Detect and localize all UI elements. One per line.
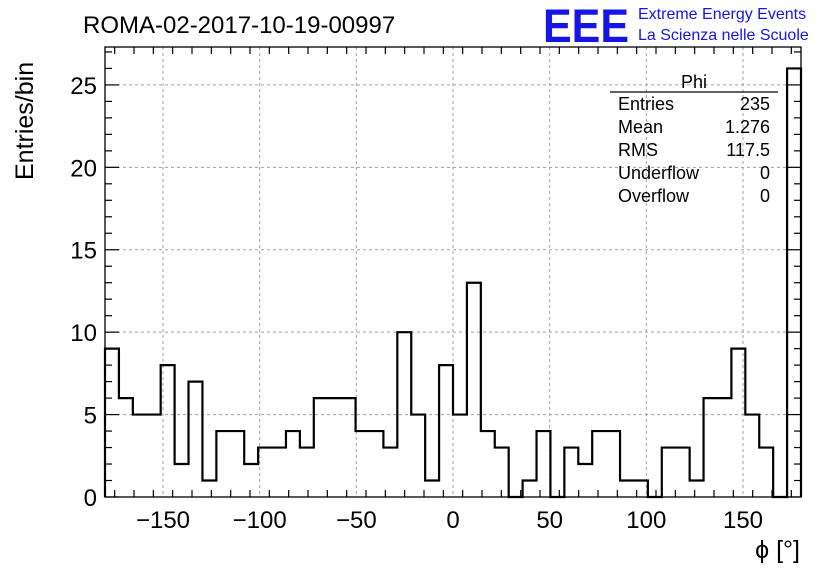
histogram-bin-46 [745, 415, 759, 497]
y-axis-label: Entries/bin [11, 62, 39, 180]
stats-label-overflow: Overflow [618, 186, 690, 206]
eee-logo-mark: EEE [543, 0, 629, 52]
axis-ticks [105, 47, 801, 498]
x-tick-label-4: 50 [536, 507, 563, 534]
histogram-bin-3 [147, 415, 161, 497]
logo-line-2: La Scienza nelle Scuole [638, 27, 809, 44]
y-tick-label-3: 15 [70, 238, 97, 265]
grid-lines [105, 47, 801, 497]
histogram-bin-19 [369, 431, 383, 497]
plot-frame [104, 46, 802, 498]
histogram-bin-18 [356, 431, 370, 497]
histogram-bin-28 [495, 448, 509, 497]
y-tick-label-5: 25 [70, 73, 97, 100]
stats-label-mean: Mean [618, 117, 663, 137]
y-tick-label-1: 5 [84, 403, 97, 430]
histogram-bin-37 [620, 481, 634, 497]
histogram-bin-11 [258, 448, 272, 497]
x-axis-label: ϕ [°] [755, 536, 800, 564]
stats-label-rms: RMS [618, 140, 658, 160]
histogram-bin-20 [383, 448, 397, 497]
histogram-bin-10 [244, 464, 258, 497]
histogram-bin-16 [328, 398, 342, 497]
histogram-bin-6 [189, 382, 203, 497]
x-tick-label-6: 150 [723, 507, 763, 534]
histogram-bin-2 [133, 415, 147, 497]
histogram-bin-41 [676, 448, 690, 497]
histogram-bin-26 [467, 283, 481, 497]
stats-label-entries: Entries [618, 94, 674, 114]
histogram-bin-0 [105, 349, 119, 497]
x-tick-label-3: 0 [446, 507, 459, 534]
histogram-bin-36 [606, 431, 620, 497]
histogram-bin-40 [662, 448, 676, 497]
x-tick-label-0: −150 [136, 507, 190, 534]
histogram-bin-34 [578, 464, 592, 497]
histogram-outline [103, 67, 803, 499]
histogram-bin-5 [175, 464, 189, 497]
stats-value-rms: 117.5 [726, 140, 770, 160]
stats-title: Phi [681, 72, 707, 92]
y-tick-label-0: 0 [84, 485, 97, 512]
histogram-bin-8 [216, 431, 230, 497]
x-tick-label-1: −100 [233, 507, 287, 534]
y-tick-label-2: 10 [70, 320, 97, 347]
histogram-bin-42 [690, 481, 704, 497]
tick-labels: −150 −100 −50 0 50 100 150 0 5 10 15 20 25 [70, 73, 763, 534]
histogram-bin-44 [717, 398, 731, 497]
y-tick-label-4: 20 [70, 155, 97, 182]
run-title: ROMA-02-2017-10-19-00997 [83, 12, 395, 39]
histogram-bin-13 [286, 431, 300, 497]
histogram-bin-22 [411, 415, 425, 497]
histogram-bin-9 [230, 431, 244, 497]
eee-logo: EEE Extreme Energy Events La Scienza nel… [543, 0, 809, 52]
histogram-bin-1 [119, 398, 133, 497]
stats-value-overflow: 0 [760, 186, 770, 206]
histogram-bin-17 [342, 398, 356, 497]
stats-box: Phi Entries 235 Mean 1.276 RMS 117.5 Und… [610, 72, 778, 206]
stats-value-mean: 1.276 [725, 117, 770, 137]
histogram-bin-14 [300, 448, 314, 497]
logo-line-1: Extreme Energy Events [638, 6, 806, 23]
histogram-bin-27 [481, 431, 495, 497]
histogram-bin-43 [704, 398, 718, 497]
histogram-bin-24 [439, 365, 453, 497]
stats-value-entries: 235 [740, 94, 770, 114]
histogram-bin-15 [314, 398, 328, 497]
histogram-bin-33 [564, 448, 578, 497]
histogram-bin-7 [202, 481, 216, 497]
histogram-bin-12 [272, 448, 286, 497]
histogram-bin-25 [453, 415, 467, 497]
x-tick-label-2: −50 [336, 507, 377, 534]
histogram-bin-47 [759, 448, 773, 497]
histogram-bin-30 [523, 481, 537, 497]
histogram-bin-35 [592, 431, 606, 497]
histogram-bin-31 [537, 431, 551, 497]
stats-label-underflow: Underflow [618, 163, 700, 183]
stats-value-underflow: 0 [760, 163, 770, 183]
x-tick-label-5: 100 [626, 507, 666, 534]
histogram-bin-23 [425, 481, 439, 497]
histogram-bin-38 [634, 481, 648, 497]
